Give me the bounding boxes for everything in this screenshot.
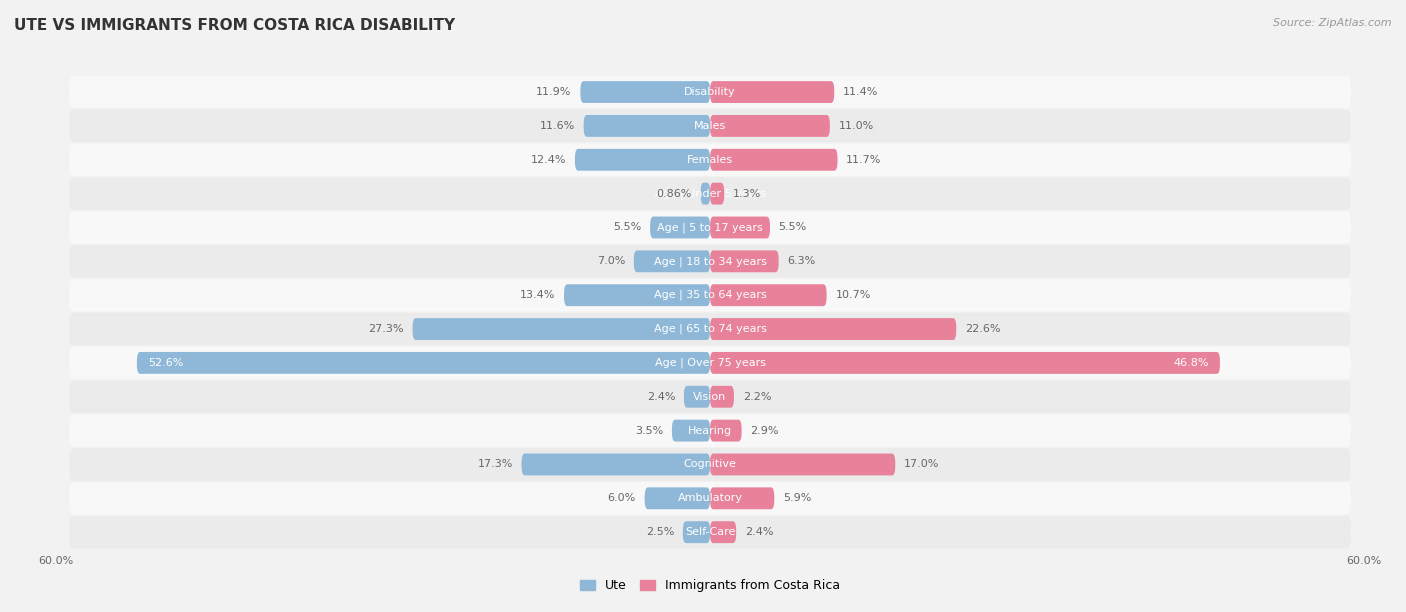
Text: 5.9%: 5.9% xyxy=(783,493,811,503)
Text: Disability: Disability xyxy=(685,87,735,97)
FancyBboxPatch shape xyxy=(69,448,1351,480)
FancyBboxPatch shape xyxy=(69,482,1351,515)
FancyBboxPatch shape xyxy=(710,420,741,441)
Text: Self-Care: Self-Care xyxy=(685,527,735,537)
FancyBboxPatch shape xyxy=(710,250,779,272)
Text: 27.3%: 27.3% xyxy=(368,324,404,334)
Text: 11.6%: 11.6% xyxy=(540,121,575,131)
FancyBboxPatch shape xyxy=(634,250,710,272)
FancyBboxPatch shape xyxy=(710,318,956,340)
FancyBboxPatch shape xyxy=(69,313,1351,345)
Text: 17.0%: 17.0% xyxy=(904,460,939,469)
Text: Ambulatory: Ambulatory xyxy=(678,493,742,503)
Text: 22.6%: 22.6% xyxy=(965,324,1001,334)
FancyBboxPatch shape xyxy=(522,453,710,476)
FancyBboxPatch shape xyxy=(69,110,1351,142)
FancyBboxPatch shape xyxy=(69,346,1351,379)
Text: 11.4%: 11.4% xyxy=(844,87,879,97)
FancyBboxPatch shape xyxy=(710,217,770,239)
Text: 0.86%: 0.86% xyxy=(657,188,692,199)
Text: 10.7%: 10.7% xyxy=(835,290,870,300)
FancyBboxPatch shape xyxy=(710,81,834,103)
Text: 2.5%: 2.5% xyxy=(645,527,673,537)
Text: 5.5%: 5.5% xyxy=(779,223,807,233)
FancyBboxPatch shape xyxy=(69,76,1351,108)
Text: Cognitive: Cognitive xyxy=(683,460,737,469)
Text: 6.0%: 6.0% xyxy=(607,493,636,503)
FancyBboxPatch shape xyxy=(69,211,1351,244)
FancyBboxPatch shape xyxy=(710,115,830,137)
FancyBboxPatch shape xyxy=(69,177,1351,210)
Text: Age | Under 5 years: Age | Under 5 years xyxy=(655,188,765,199)
FancyBboxPatch shape xyxy=(683,386,710,408)
FancyBboxPatch shape xyxy=(650,217,710,239)
FancyBboxPatch shape xyxy=(710,521,737,543)
FancyBboxPatch shape xyxy=(69,516,1351,548)
FancyBboxPatch shape xyxy=(69,144,1351,176)
Text: 1.3%: 1.3% xyxy=(733,188,761,199)
Text: Age | 35 to 64 years: Age | 35 to 64 years xyxy=(654,290,766,300)
Text: 12.4%: 12.4% xyxy=(530,155,567,165)
Text: 11.0%: 11.0% xyxy=(838,121,875,131)
FancyBboxPatch shape xyxy=(69,414,1351,447)
Text: Age | 18 to 34 years: Age | 18 to 34 years xyxy=(654,256,766,267)
FancyBboxPatch shape xyxy=(710,149,838,171)
Text: 5.5%: 5.5% xyxy=(613,223,641,233)
Text: 2.9%: 2.9% xyxy=(751,425,779,436)
FancyBboxPatch shape xyxy=(710,386,734,408)
Text: 7.0%: 7.0% xyxy=(596,256,626,266)
FancyBboxPatch shape xyxy=(412,318,710,340)
Text: Females: Females xyxy=(688,155,733,165)
Text: 46.8%: 46.8% xyxy=(1174,358,1209,368)
Text: 13.4%: 13.4% xyxy=(520,290,555,300)
Text: Source: ZipAtlas.com: Source: ZipAtlas.com xyxy=(1274,18,1392,28)
Legend: Ute, Immigrants from Costa Rica: Ute, Immigrants from Costa Rica xyxy=(581,580,839,592)
Text: Males: Males xyxy=(695,121,725,131)
FancyBboxPatch shape xyxy=(583,115,710,137)
FancyBboxPatch shape xyxy=(683,521,710,543)
FancyBboxPatch shape xyxy=(564,284,710,306)
Text: 52.6%: 52.6% xyxy=(148,358,183,368)
FancyBboxPatch shape xyxy=(581,81,710,103)
FancyBboxPatch shape xyxy=(710,183,724,204)
FancyBboxPatch shape xyxy=(136,352,710,374)
Text: Hearing: Hearing xyxy=(688,425,733,436)
FancyBboxPatch shape xyxy=(700,183,710,204)
Text: 6.3%: 6.3% xyxy=(787,256,815,266)
Text: 11.9%: 11.9% xyxy=(536,87,572,97)
FancyBboxPatch shape xyxy=(69,381,1351,413)
Text: 17.3%: 17.3% xyxy=(478,460,513,469)
Text: 11.7%: 11.7% xyxy=(846,155,882,165)
Text: Age | 65 to 74 years: Age | 65 to 74 years xyxy=(654,324,766,334)
FancyBboxPatch shape xyxy=(575,149,710,171)
Text: 2.4%: 2.4% xyxy=(647,392,675,401)
Text: Age | 5 to 17 years: Age | 5 to 17 years xyxy=(657,222,763,233)
FancyBboxPatch shape xyxy=(710,487,775,509)
Text: Vision: Vision xyxy=(693,392,727,401)
FancyBboxPatch shape xyxy=(69,245,1351,278)
FancyBboxPatch shape xyxy=(69,279,1351,312)
Text: 3.5%: 3.5% xyxy=(636,425,664,436)
Text: Age | Over 75 years: Age | Over 75 years xyxy=(655,357,765,368)
Text: 2.2%: 2.2% xyxy=(742,392,772,401)
Text: 2.4%: 2.4% xyxy=(745,527,773,537)
FancyBboxPatch shape xyxy=(672,420,710,441)
FancyBboxPatch shape xyxy=(710,352,1220,374)
FancyBboxPatch shape xyxy=(710,284,827,306)
FancyBboxPatch shape xyxy=(644,487,710,509)
FancyBboxPatch shape xyxy=(710,453,896,476)
Text: UTE VS IMMIGRANTS FROM COSTA RICA DISABILITY: UTE VS IMMIGRANTS FROM COSTA RICA DISABI… xyxy=(14,18,456,34)
